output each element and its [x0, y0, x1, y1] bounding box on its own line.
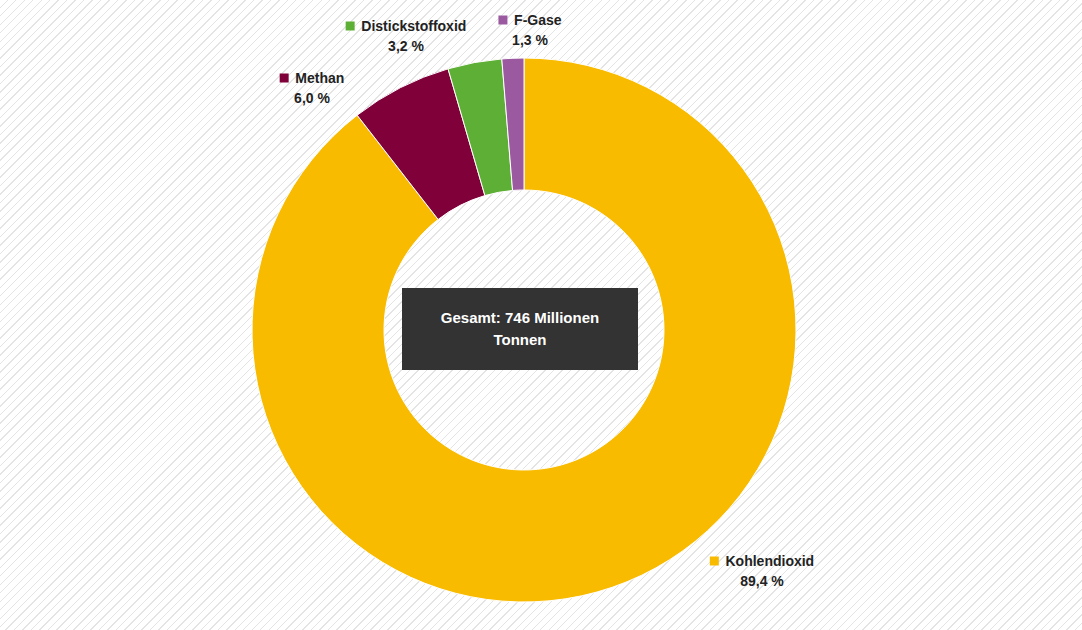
svg-text:3,2 %: 3,2 %	[388, 38, 424, 54]
svg-text:Kohlendioxid: Kohlendioxid	[725, 553, 814, 569]
svg-text:89,4 %: 89,4 %	[740, 573, 784, 589]
html-text:Gesamt: 746 Millionen Tonnen: Gesamt: 746 Millionen Tonnen	[440, 309, 600, 348]
svg-text:Methan: Methan	[295, 70, 344, 86]
svg-text:Distickstoffoxid: Distickstoffoxid	[361, 18, 466, 34]
svg-text:F-Gase: F-Gase	[514, 12, 562, 28]
svg-text:1,3 %: 1,3 %	[512, 32, 548, 48]
svg-text:6,0 %: 6,0 %	[294, 90, 330, 106]
